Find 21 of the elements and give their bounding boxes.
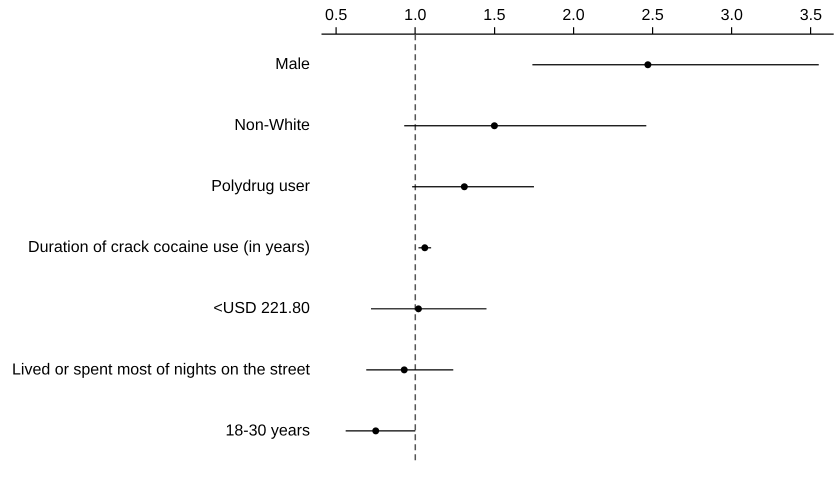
- y-tick-label: Male: [275, 56, 310, 74]
- y-tick-label: <USD 221.80: [213, 300, 310, 318]
- point: [490, 122, 498, 130]
- y-tick-label: 18-30 years: [225, 422, 310, 440]
- x-tick-label: 2.0: [562, 7, 585, 24]
- x-tick-label: 2.5: [642, 7, 664, 24]
- point: [421, 244, 428, 252]
- point: [372, 427, 380, 434]
- x-tick-label: 1.5: [483, 7, 506, 24]
- y-tick-label: Lived or spent most of nights on the street: [12, 361, 310, 378]
- point: [400, 366, 408, 374]
- x-tick-label: 3.0: [720, 7, 743, 24]
- y-tick-label: Polydrug user: [211, 178, 311, 196]
- x-tick-label: 1.0: [404, 7, 427, 24]
- y-tick-label: Duration of crack cocaine use (in years): [28, 239, 310, 256]
- y-tick-label: Non-White: [234, 117, 310, 134]
- point: [414, 305, 422, 312]
- point: [644, 61, 652, 68]
- x-tick-label: 3.5: [800, 7, 822, 24]
- x-tick-label: 0.5: [325, 7, 348, 24]
- point: [460, 183, 468, 190]
